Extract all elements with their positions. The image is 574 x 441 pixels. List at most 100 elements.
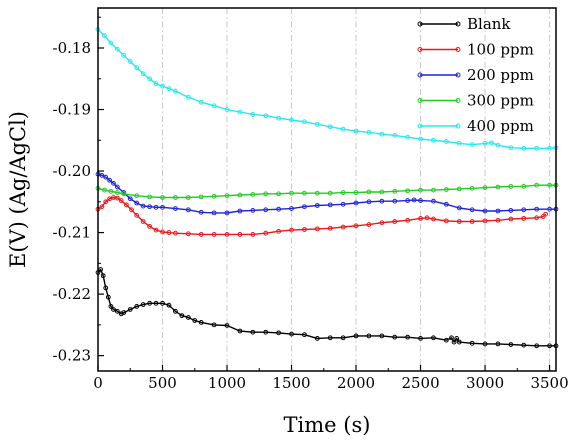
data-point <box>469 142 475 147</box>
data-point <box>327 124 333 130</box>
series-layer <box>95 27 559 349</box>
data-point <box>108 40 114 46</box>
data-point <box>534 215 540 221</box>
data-point <box>263 329 269 335</box>
data-point <box>103 174 109 180</box>
data-point <box>508 184 514 189</box>
data-point <box>451 339 457 345</box>
data-point <box>166 86 172 91</box>
data-point <box>276 228 282 234</box>
legend-marker <box>417 98 423 103</box>
x-axis-title: Time (s) <box>284 413 371 437</box>
series-0 <box>95 267 559 349</box>
data-point <box>237 192 243 198</box>
legend-label: 200 ppm <box>467 66 534 84</box>
data-point <box>534 343 540 349</box>
data-point <box>153 204 159 210</box>
data-point <box>100 273 106 279</box>
data-point <box>250 192 256 197</box>
data-point <box>250 232 256 237</box>
legend-marker <box>455 98 461 103</box>
data-point <box>250 112 256 117</box>
data-point <box>160 83 165 89</box>
data-point <box>211 210 217 216</box>
data-point <box>456 186 462 192</box>
data-point <box>418 198 423 203</box>
legend-item: 100 ppm <box>417 41 534 59</box>
data-point <box>302 119 307 125</box>
data-point <box>327 225 333 231</box>
data-point <box>140 203 146 209</box>
data-point <box>521 145 527 151</box>
data-point <box>147 204 153 210</box>
data-point <box>211 103 217 109</box>
data-point <box>340 126 346 132</box>
legend-marker <box>455 72 461 78</box>
data-point <box>521 184 527 189</box>
legend-label: 300 ppm <box>467 92 534 110</box>
data-point <box>443 201 449 207</box>
data-point <box>392 188 398 194</box>
y-tick-label: -0.22 <box>53 285 91 303</box>
data-point <box>482 341 488 347</box>
data-point <box>508 342 514 347</box>
data-point <box>263 230 269 236</box>
x-tick-label: 1500 <box>272 374 310 392</box>
data-point <box>114 195 120 201</box>
data-point <box>418 216 423 221</box>
data-point <box>134 193 140 199</box>
legend-item: 300 ppm <box>417 92 534 110</box>
data-point <box>327 190 333 196</box>
data-point <box>482 140 488 146</box>
data-point <box>469 207 475 213</box>
data-point <box>443 218 449 224</box>
data-point <box>495 208 501 214</box>
data-point <box>289 190 294 196</box>
data-point <box>102 33 107 39</box>
data-point <box>521 342 527 348</box>
data-point <box>99 172 105 178</box>
data-point <box>424 215 430 221</box>
legend-marker <box>455 123 461 129</box>
data-point <box>431 216 436 222</box>
data-point <box>173 230 178 236</box>
data-point <box>314 121 320 127</box>
data-point <box>392 219 398 224</box>
data-point <box>443 139 449 144</box>
data-point <box>198 209 204 215</box>
data-point <box>276 115 282 121</box>
legend-label: 400 ppm <box>467 117 534 135</box>
x-tick-label: 3500 <box>530 374 568 392</box>
data-point <box>121 191 127 197</box>
data-point <box>289 117 294 123</box>
data-point <box>237 109 243 115</box>
data-point <box>443 337 449 343</box>
y-tick-label: -0.20 <box>53 162 91 180</box>
data-point <box>353 223 359 229</box>
legend-marker <box>455 47 461 52</box>
data-point <box>495 217 501 223</box>
data-point <box>508 145 514 151</box>
data-point <box>103 285 109 291</box>
data-point <box>469 185 475 191</box>
data-point <box>489 140 494 146</box>
data-point <box>134 212 140 218</box>
series-line <box>97 268 556 347</box>
data-point <box>134 303 140 309</box>
data-point <box>250 208 256 213</box>
data-point <box>495 142 501 148</box>
x-tick-label: 500 <box>148 374 177 392</box>
data-point <box>108 303 114 309</box>
data-point <box>547 206 552 212</box>
data-point <box>211 322 217 328</box>
data-point <box>289 227 294 233</box>
data-point <box>314 190 320 196</box>
data-point <box>107 177 113 183</box>
data-point <box>392 334 398 340</box>
y-axis-title: E(V) (Ag/AgCl) <box>6 111 30 268</box>
data-point <box>129 207 134 213</box>
data-point <box>140 302 146 307</box>
x-tick-label: 1000 <box>208 374 246 392</box>
data-point <box>263 191 269 197</box>
